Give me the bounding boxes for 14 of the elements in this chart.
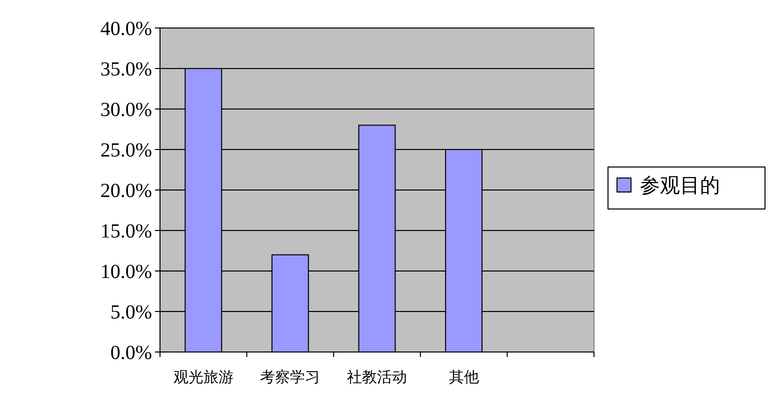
y-tick-label: 30.0%: [100, 99, 152, 121]
y-tick-label: 15.0%: [100, 220, 152, 242]
x-tick-label: 观光旅游: [173, 368, 234, 386]
x-tick-label: 社教活动: [347, 368, 407, 386]
y-tick-label: 10.0%: [100, 261, 152, 283]
x-tick-label: 考察学习: [260, 368, 320, 386]
legend-label: 参观目的: [640, 173, 720, 197]
x-tick-label: 其他: [448, 368, 479, 386]
y-tick-label: 20.0%: [100, 180, 152, 202]
y-tick-label: 35.0%: [100, 58, 152, 80]
y-tick-label: 40.0%: [100, 18, 152, 40]
y-tick-label: 5.0%: [110, 302, 152, 324]
y-tick-label: 25.0%: [100, 140, 152, 162]
y-tick-label: 0.0%: [110, 342, 152, 364]
